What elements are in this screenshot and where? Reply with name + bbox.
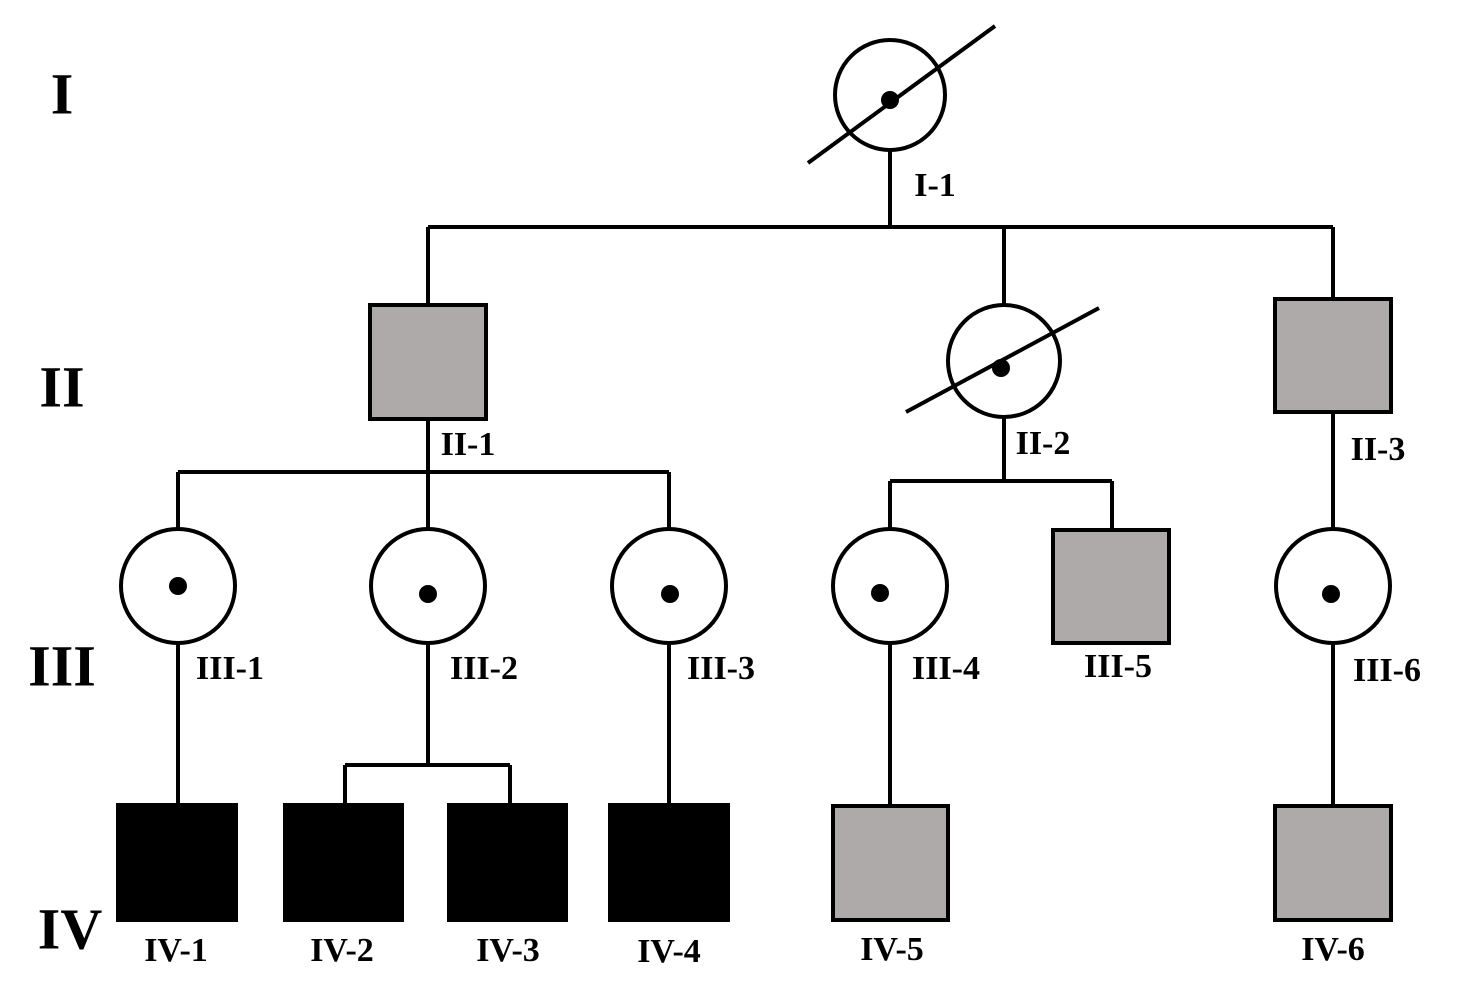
individual-label: IV-6 (1301, 931, 1365, 968)
carrier-dot (169, 577, 187, 595)
individual-label: IV-4 (637, 933, 701, 970)
male-affected-mild (368, 303, 488, 421)
generation-label: IV (38, 896, 103, 961)
individual-label: IV-2 (310, 932, 374, 969)
female-carrier (831, 527, 949, 645)
individual-label: I-1 (914, 167, 956, 204)
male-affected (608, 803, 730, 922)
deceased-slash (806, 24, 997, 165)
male-affected-mild (1273, 804, 1393, 922)
carrier-dot (661, 585, 679, 603)
individual-label: III-3 (687, 650, 755, 687)
generation-label: I (51, 61, 74, 126)
individual-label: III-5 (1084, 648, 1152, 685)
deceased-slash (905, 306, 1100, 414)
individual-label: III-6 (1353, 652, 1421, 689)
male-affected-mild (1273, 297, 1393, 414)
line (426, 150, 1335, 305)
connectors (176, 150, 1335, 806)
male-affected-mild (831, 804, 950, 922)
generation-label: II (39, 354, 84, 419)
individual-label: III-2 (450, 650, 518, 687)
individual-label: IV-1 (144, 932, 208, 969)
male-affected (447, 803, 568, 922)
individual-label: III-4 (912, 650, 980, 687)
individual-label: II-1 (441, 426, 496, 463)
male-affected (283, 803, 404, 922)
individual-label: IV-3 (476, 932, 540, 969)
carrier-dot (1322, 585, 1340, 603)
line (176, 419, 671, 530)
individual-label: IV-5 (860, 931, 924, 968)
carrier-dot (419, 585, 437, 603)
male-affected-mild (1051, 528, 1171, 645)
carrier-dot (871, 584, 889, 602)
individual-label: II-3 (1351, 431, 1406, 468)
male-affected (116, 803, 238, 922)
generation-label: III (28, 633, 96, 698)
line (888, 417, 1114, 530)
individual-label: III-1 (196, 650, 264, 687)
line (176, 643, 1335, 806)
individual-label: II-2 (1016, 425, 1071, 462)
